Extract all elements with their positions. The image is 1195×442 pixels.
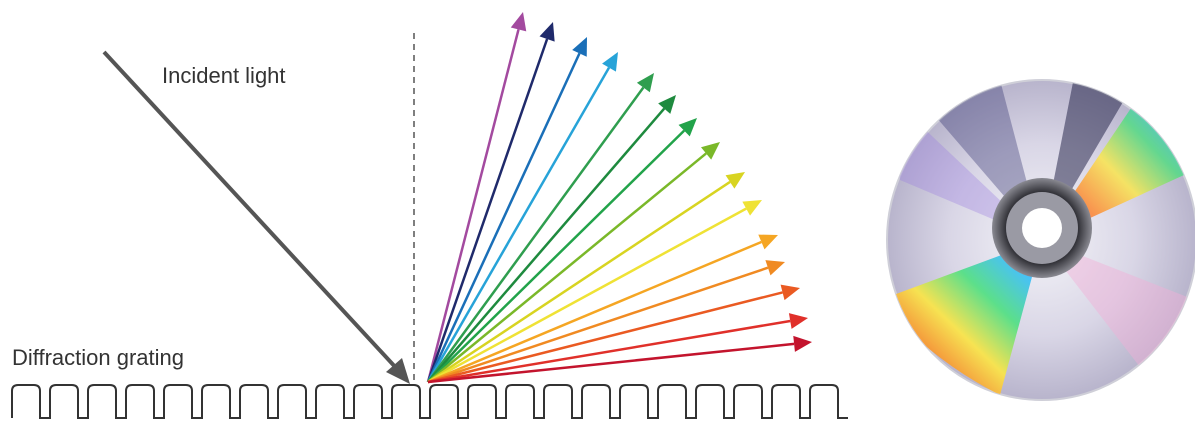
diffracted-ray	[427, 342, 795, 384]
diffracted-ray-arrowhead	[678, 118, 697, 137]
diffracted-rays	[426, 12, 812, 384]
diffracted-ray-arrowhead	[602, 52, 618, 72]
diffracted-ray	[426, 66, 611, 383]
diffracted-ray-arrowhead	[742, 200, 762, 216]
diffracted-ray	[427, 107, 666, 383]
diffracted-ray-arrowhead	[793, 335, 812, 352]
diffracted-ray-arrowhead	[701, 142, 720, 160]
diffracted-ray	[427, 266, 769, 384]
diffracted-ray-arrowhead	[788, 313, 808, 329]
diffracted-ray	[427, 180, 731, 384]
diffraction-grating	[11, 384, 848, 419]
diffracted-ray	[426, 38, 549, 383]
diffracted-ray	[427, 319, 791, 384]
diffracted-ray	[427, 291, 783, 384]
diffracted-ray-arrowhead	[658, 95, 676, 114]
incident-light-label: Incident light	[162, 63, 286, 88]
diffracted-ray	[427, 240, 762, 384]
diffracted-ray	[427, 152, 707, 383]
diffracted-ray-arrowhead	[758, 234, 778, 250]
diffracted-ray-arrowhead	[780, 284, 800, 301]
diffracted-ray-arrowhead	[725, 172, 745, 189]
diffracted-ray	[427, 207, 747, 384]
diffraction-grating-label: Diffraction grating	[12, 345, 184, 370]
diffracted-ray-arrowhead	[510, 12, 527, 32]
diffracted-ray-arrowhead	[765, 260, 785, 276]
diffracted-ray	[426, 29, 520, 383]
diffracted-ray-arrowhead	[539, 22, 555, 42]
incident-light-arrow	[102, 50, 410, 384]
diffracted-ray	[426, 52, 581, 383]
diffracted-ray-arrowhead	[572, 37, 587, 57]
diffracted-ray-arrowhead	[636, 73, 654, 93]
diffracted-ray	[426, 86, 645, 383]
cd-disc-icon	[886, 79, 1195, 401]
diffracted-ray	[427, 129, 686, 383]
